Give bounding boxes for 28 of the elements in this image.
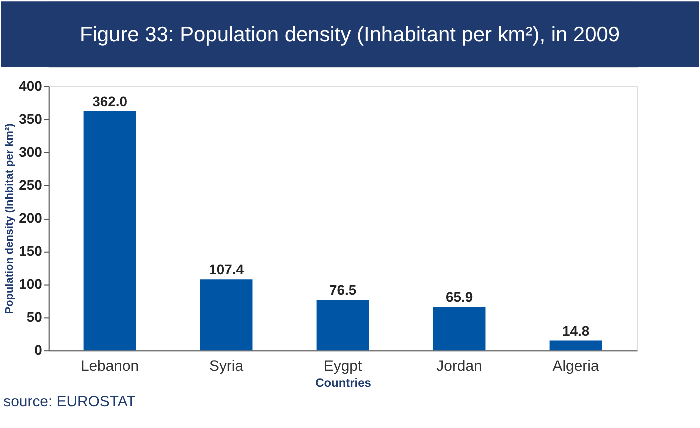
bar xyxy=(316,300,370,351)
data-label: 14.8 xyxy=(562,322,590,339)
bar xyxy=(200,280,253,351)
y-tick-label: 350 xyxy=(19,110,43,127)
source-note: source: EUROSTAT xyxy=(4,393,136,410)
x-axis-title: Countries xyxy=(316,376,372,390)
x-tick-label: Lebanon xyxy=(80,358,140,376)
data-label: 107.4 xyxy=(209,262,244,278)
y-tick-label: 250 xyxy=(19,176,43,193)
y-tick-label: 50 xyxy=(26,309,43,326)
bar xyxy=(433,307,486,351)
x-tick-label: Jordan xyxy=(436,358,482,376)
data-label: 362.0 xyxy=(92,93,128,110)
y-tick-label: 200 xyxy=(19,210,43,226)
x-tick-label: Eygpt xyxy=(324,358,363,376)
data-label: 65.9 xyxy=(446,289,474,306)
y-axis-title: Population density (Inhbitat per km²) xyxy=(4,123,16,314)
bar xyxy=(550,340,602,351)
x-tick-label: Syria xyxy=(210,358,244,376)
data-label: 76.5 xyxy=(329,282,357,298)
y-tick-label: 0 xyxy=(34,342,43,358)
x-tick-label: Algeria xyxy=(552,358,600,376)
y-tick-label: 150 xyxy=(19,242,43,259)
bar xyxy=(84,111,136,351)
y-tick-label: 300 xyxy=(19,144,43,160)
y-tick-label: 100 xyxy=(19,276,43,292)
chart-title: Figure 33: Population density (Inhabitant per km²), in 2009 xyxy=(80,23,620,46)
y-tick-label: 400 xyxy=(19,78,43,94)
